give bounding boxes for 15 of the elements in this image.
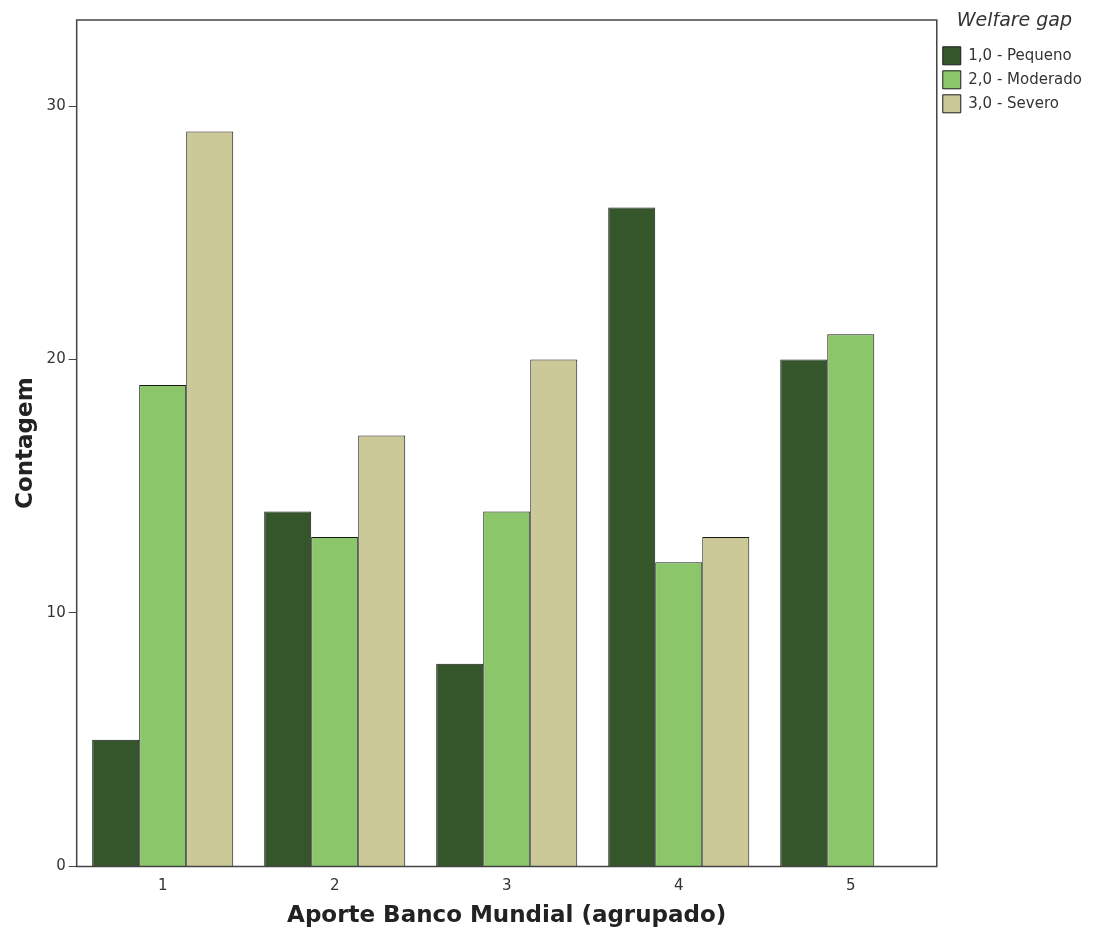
x-tick-label: 5 (845, 876, 856, 895)
x-tick-label: 1 (157, 876, 168, 895)
x-tick-label: 3 (501, 876, 512, 895)
y-tick-label: 20 (46, 349, 66, 368)
legend-label: 1,0 - Pequeno (968, 45, 1072, 64)
y-tick-label: 10 (46, 602, 66, 621)
y-axis-title: Contagem (10, 377, 37, 509)
x-axis-title: Aporte Banco Mundial (agrupado) (287, 901, 727, 928)
y-tick-label: 30 (46, 96, 66, 115)
y-tick-label: 0 (56, 856, 66, 875)
legend-label: 2,0 - Moderado (968, 69, 1082, 88)
legend-title: Welfare gap (956, 8, 1073, 31)
legend-label: 3,0 - Severo (968, 93, 1059, 112)
x-tick-label: 2 (329, 876, 340, 895)
x-tick-label: 4 (673, 876, 684, 895)
